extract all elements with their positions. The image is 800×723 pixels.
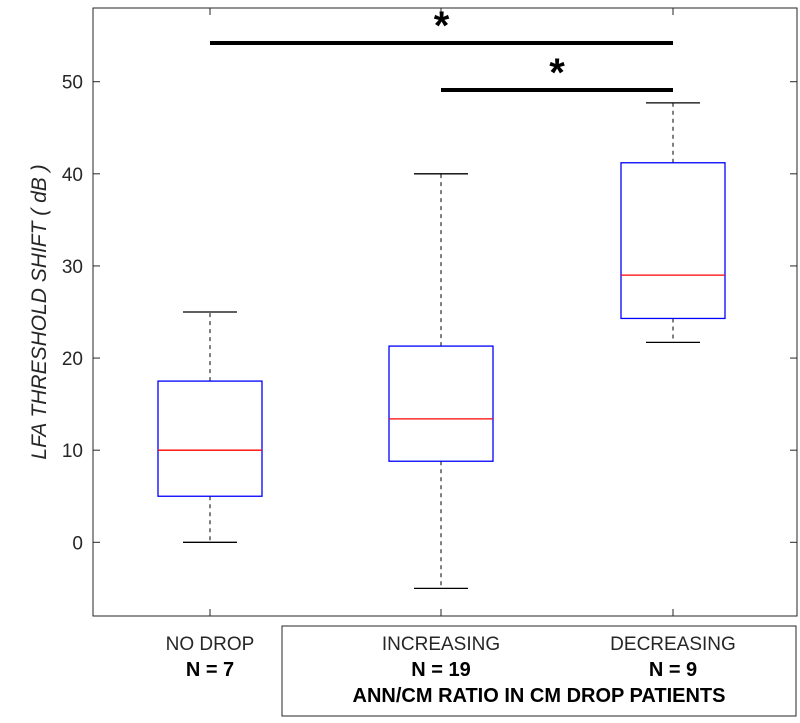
y-tick-label: 50 xyxy=(62,73,83,94)
y-tick-label: 10 xyxy=(62,441,83,462)
n-label: N = 19 xyxy=(411,659,470,681)
group-box-label: ANN/CM RATIO IN CM DROP PATIENTS xyxy=(353,685,726,707)
y-tick-label: 30 xyxy=(62,257,83,278)
iqr-box xyxy=(620,162,726,320)
category-label: DECREASING xyxy=(610,634,736,655)
n-label: N = 7 xyxy=(186,659,234,681)
significance-asterisk: * xyxy=(549,51,565,95)
plot-area-frame xyxy=(92,7,798,617)
n-label: N = 9 xyxy=(649,659,697,681)
category-label: INCREASING xyxy=(382,634,500,655)
y-tick-label: 20 xyxy=(62,349,83,370)
y-tick-label: 40 xyxy=(62,165,83,186)
group-label-box xyxy=(281,625,797,717)
category-label: NO DROP xyxy=(166,634,255,655)
significance-asterisk: * xyxy=(434,4,450,48)
iqr-box xyxy=(157,380,263,497)
y-tick-label: 0 xyxy=(72,533,83,554)
y-axis-label: LFA THRESHOLD SHIFT ( dB ) xyxy=(28,164,51,459)
iqr-box xyxy=(388,345,494,462)
